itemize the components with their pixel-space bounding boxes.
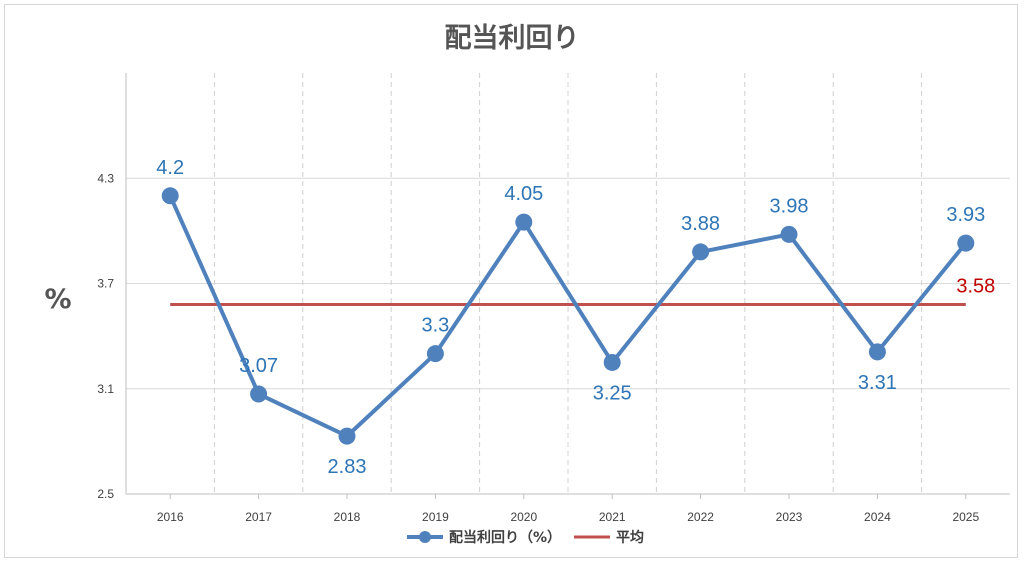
yield-series-line <box>168 194 968 439</box>
yield-data-point <box>868 343 886 361</box>
x-tick-label: 2025 <box>952 510 979 524</box>
series <box>161 187 975 445</box>
y-tick-label: 3.7 <box>97 277 114 291</box>
yield-data-label: 3.07 <box>239 355 278 377</box>
y-tick-label: 4.3 <box>97 171 114 185</box>
x-tick-label: 2020 <box>510 510 537 524</box>
axes: 2.5 3.1 3.7 4.3 2016 2017 2018 2019 2020 2021 2022… <box>97 73 1010 524</box>
x-tick-label: 2016 <box>157 510 184 524</box>
yield-data-point <box>603 353 621 371</box>
yield-data-label: 4.2 <box>156 157 184 179</box>
x-tick-label: 2019 <box>422 510 449 524</box>
yield-data-label: 3.31 <box>858 372 897 394</box>
yield-data-label: 3.93 <box>946 204 985 226</box>
data-labels: 3.58 4.2 3.07 2.83 3.3 4.05 3.25 3.88 3.98 3.31 3.… <box>156 157 995 478</box>
yield-data-point <box>515 213 533 231</box>
yield-data-point <box>426 345 444 363</box>
legend-yield-marker <box>419 531 431 543</box>
chart-frame <box>4 4 1018 558</box>
legend-average-label: 平均 <box>616 529 644 546</box>
x-tick-label: 2018 <box>334 510 361 524</box>
y-axis-label: % <box>44 284 71 315</box>
x-tick-label: 2022 <box>687 510 714 524</box>
legend-yield-label: 配当利回り（%） <box>449 529 561 546</box>
yield-data-label: 3.25 <box>593 382 632 404</box>
average-data-label: 3.58 <box>956 276 995 298</box>
x-tick-label: 2023 <box>776 510 803 524</box>
yield-data-label: 3.98 <box>770 195 809 217</box>
yield-data-point <box>250 385 268 403</box>
x-tick-label: 2021 <box>599 510 626 524</box>
yield-data-label: 4.05 <box>504 183 543 205</box>
yield-data-point <box>338 427 356 445</box>
yield-data-point <box>957 234 975 252</box>
yield-data-label: 3.88 <box>681 213 720 235</box>
yield-data-point <box>692 243 710 261</box>
x-tick-label: 2024 <box>864 510 891 524</box>
legend: 配当利回り（%） 平均 <box>407 529 644 546</box>
y-tick-label: 2.5 <box>97 487 114 501</box>
yield-data-point <box>780 225 798 243</box>
y-tick-label: 3.1 <box>97 382 114 396</box>
yield-data-point <box>161 187 179 205</box>
yield-data-label: 2.83 <box>328 456 367 478</box>
yield-data-label: 3.3 <box>421 315 449 337</box>
chart-title: 配当利回り <box>445 23 580 54</box>
x-tick-label: 2017 <box>245 510 272 524</box>
grid <box>126 73 1010 494</box>
